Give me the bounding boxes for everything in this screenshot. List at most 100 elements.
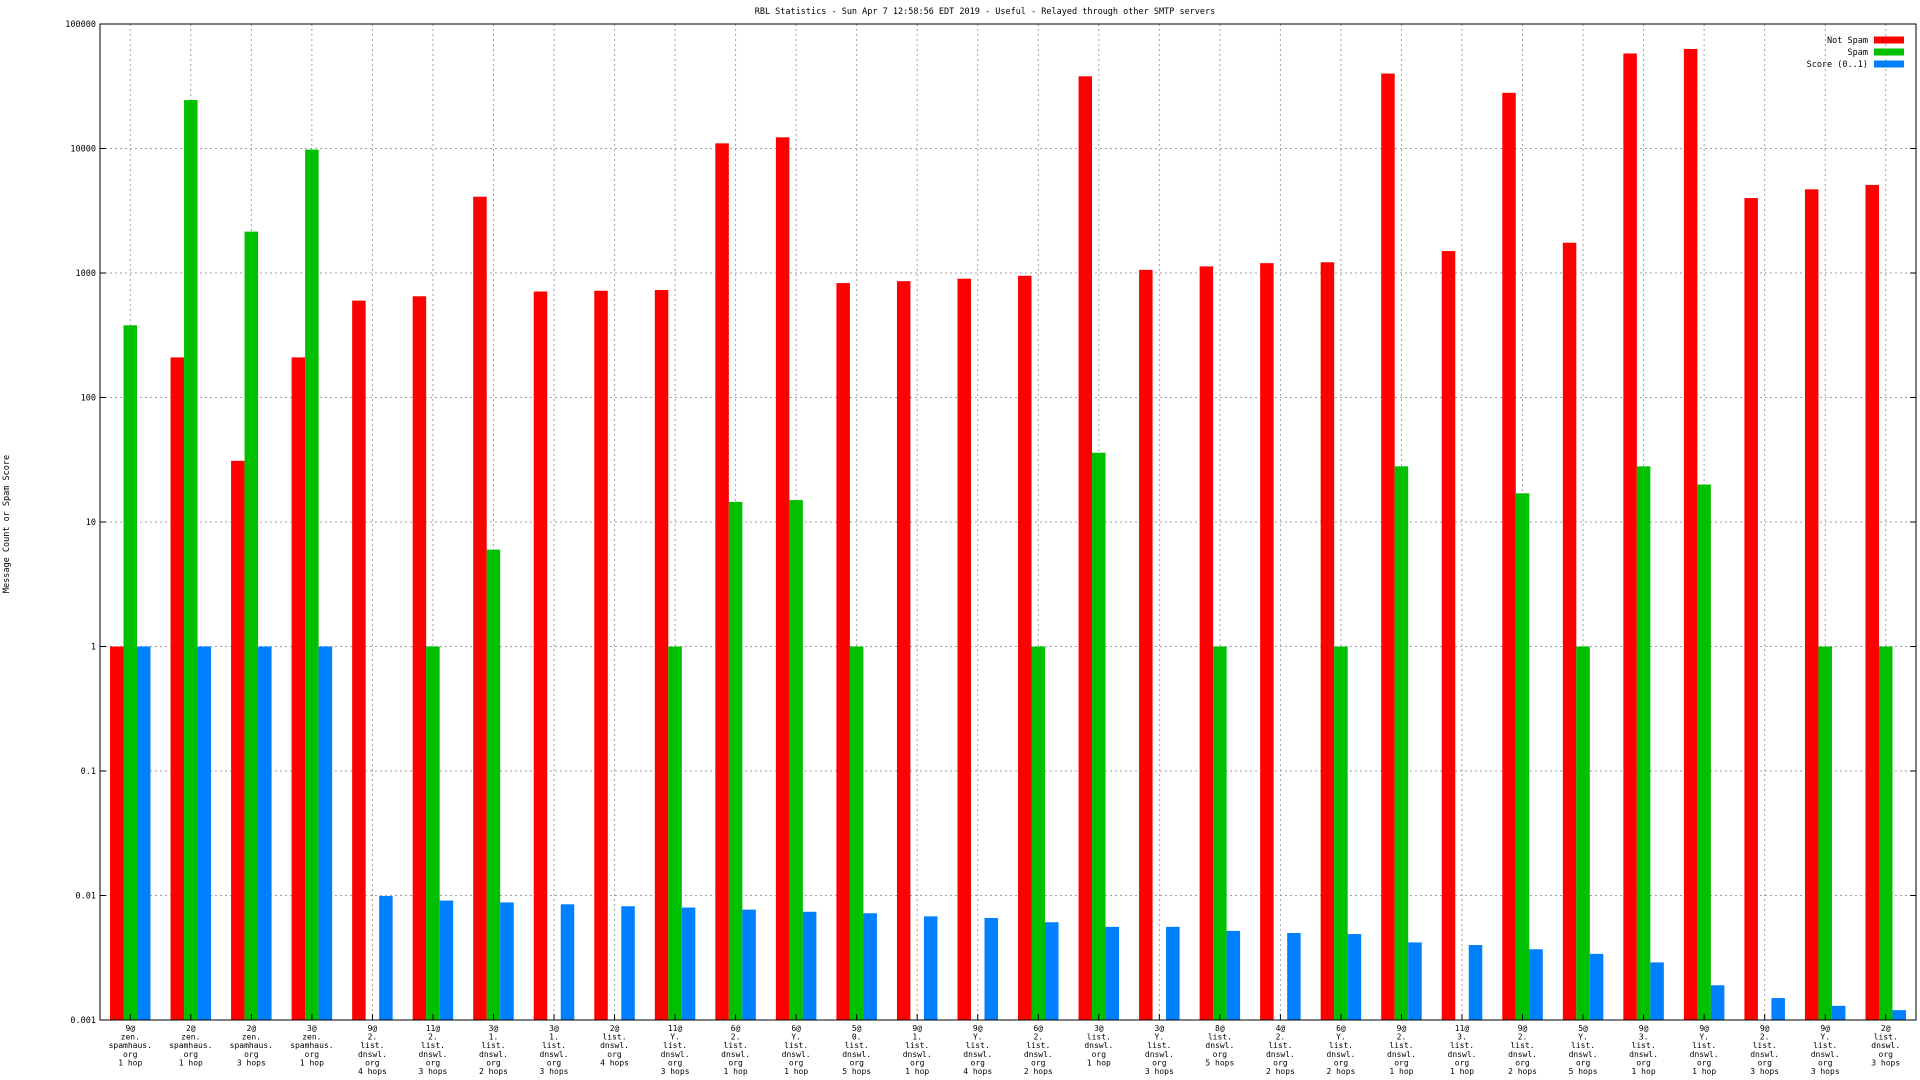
- bar-score-0-1: [923, 916, 938, 1020]
- x-tick-label: org: [1394, 1058, 1409, 1067]
- x-tick-label: Y.: [1699, 1033, 1709, 1042]
- x-tick-label: 1.: [489, 1033, 499, 1042]
- x-tick-label: org: [123, 1050, 138, 1059]
- bar-score-0-1: [1589, 953, 1604, 1020]
- x-tick-label: list.: [421, 1041, 445, 1050]
- x-tick-label: 9@: [1518, 1024, 1528, 1033]
- x-tick-label: 6@: [1033, 1024, 1043, 1033]
- x-tick-label: dnswl.: [903, 1050, 932, 1059]
- bar-not-spam: [110, 646, 124, 1020]
- y-tick-label: 10: [86, 518, 96, 528]
- x-tick-label: 1.: [549, 1033, 559, 1042]
- bar-spam: [668, 646, 682, 1020]
- bar-not-spam: [1078, 76, 1093, 1020]
- x-tick-label: Y.: [1820, 1033, 1830, 1042]
- x-tick-label: dnswl.: [358, 1050, 387, 1059]
- x-tick-label: dnswl.: [418, 1050, 447, 1059]
- y-axis-ticks: 0.001 0.01 0.1 1 10 100 1000 10000 100000: [65, 20, 1916, 1026]
- x-tick-label: 3 hops: [418, 1067, 447, 1076]
- x-tick-label: dnswl.: [1024, 1050, 1053, 1059]
- x-tick-label: 2 hops: [479, 1067, 508, 1076]
- x-tick-label: org: [1031, 1058, 1046, 1067]
- x-tick-label: dnswl.: [1387, 1050, 1416, 1059]
- bar-score-0-1: [439, 900, 454, 1020]
- x-tick-label: 1 hop: [1692, 1067, 1716, 1076]
- bar-not-spam: [715, 143, 729, 1020]
- x-tick-label: list.: [1632, 1041, 1656, 1050]
- x-tick-label: org: [365, 1058, 380, 1067]
- bar-score-0-1: [1892, 1010, 1906, 1020]
- x-tick-label: org: [1152, 1058, 1167, 1067]
- bar-score-0-1: [984, 917, 998, 1020]
- x-tick-label: list.: [1208, 1033, 1232, 1042]
- x-tick-label: org: [1879, 1050, 1894, 1059]
- x-tick-label: list.: [1813, 1041, 1837, 1050]
- bar-not-spam: [1865, 184, 1879, 1020]
- x-tick-label: org: [1455, 1058, 1470, 1067]
- x-tick-label: Y.: [1155, 1033, 1165, 1042]
- bar-score-0-1: [1166, 926, 1180, 1020]
- x-tick-label: 1 hop: [1632, 1067, 1656, 1076]
- bar-not-spam: [291, 357, 306, 1021]
- x-tick-label: 9@: [1820, 1024, 1830, 1033]
- x-tick-label: dnswl.: [963, 1050, 992, 1059]
- legend-label: Not Spam: [1827, 36, 1868, 46]
- bar-not-spam: [1744, 198, 1758, 1021]
- x-tick-label: dnswl.: [600, 1041, 629, 1050]
- x-tick-label: 4 hops: [358, 1067, 387, 1076]
- bar-score-0-1: [1287, 932, 1301, 1020]
- bar-spam: [728, 501, 743, 1021]
- x-tick-label: dnswl.: [1871, 1041, 1900, 1050]
- bar-not-spam: [1441, 251, 1456, 1020]
- x-tick-label: 5 hops: [842, 1067, 871, 1076]
- x-tick-label: 2 hops: [1326, 1067, 1355, 1076]
- x-tick-label: list.: [966, 1041, 990, 1050]
- x-tick-label: org: [1334, 1058, 1349, 1067]
- bar-score-0-1: [1226, 930, 1241, 1020]
- x-tick-label: org: [1576, 1058, 1591, 1067]
- x-tick-label: list.: [602, 1033, 626, 1042]
- x-tick-label: Y.: [1578, 1033, 1588, 1042]
- bar-spam: [426, 646, 440, 1020]
- x-tick-label: list.: [663, 1041, 687, 1050]
- x-tick-label: 4@: [1276, 1024, 1286, 1033]
- bar-score-0-1: [560, 904, 575, 1020]
- x-tick-label: spamhaus.: [290, 1041, 333, 1050]
- y-tick-label: 1000: [76, 269, 96, 279]
- x-tick-label: Y.: [973, 1033, 983, 1042]
- bar-spam: [123, 325, 138, 1020]
- legend-swatch: [1874, 36, 1904, 44]
- x-tick-label: dnswl.: [1084, 1041, 1113, 1050]
- x-tick-label: 1.: [912, 1033, 922, 1042]
- bar-spam: [1334, 646, 1348, 1020]
- x-tick-label: org: [305, 1050, 320, 1059]
- bar-not-spam: [775, 137, 790, 1020]
- x-tick-label: dnswl.: [1448, 1050, 1477, 1059]
- y-tick-label: 0.001: [70, 1016, 96, 1026]
- x-tick-label: list.: [784, 1041, 808, 1050]
- x-tick-label: 5@: [1578, 1024, 1588, 1033]
- x-tick-label: 9@: [1760, 1024, 1770, 1033]
- x-tick-label: spamhaus.: [230, 1041, 273, 1050]
- x-tick-label: org: [184, 1050, 199, 1059]
- bar-spam: [1031, 646, 1046, 1020]
- x-tick-label: 3.: [1639, 1033, 1649, 1042]
- x-tick-label: 2.: [1276, 1033, 1286, 1042]
- x-tick-label: 3 hops: [1145, 1067, 1174, 1076]
- bar-spam: [1213, 646, 1227, 1020]
- x-tick-label: zen.: [121, 1033, 140, 1042]
- bar-score-0-1: [863, 913, 877, 1020]
- x-tick-label: dnswl.: [1690, 1050, 1719, 1059]
- x-tick-label: org: [728, 1058, 743, 1067]
- legend-swatch: [1874, 48, 1904, 56]
- x-tick-label: dnswl.: [1508, 1050, 1537, 1059]
- bar-not-spam: [231, 460, 245, 1021]
- y-tick-label: 0.01: [76, 892, 96, 902]
- x-tick-label: org: [1818, 1058, 1833, 1067]
- bar-not-spam: [1260, 263, 1274, 1020]
- x-tick-label: 1 hop: [1389, 1067, 1413, 1076]
- bar-spam: [244, 231, 259, 1021]
- bar-spam: [1878, 646, 1893, 1020]
- x-tick-label: 11@: [1455, 1024, 1470, 1033]
- bar-not-spam: [1804, 189, 1819, 1020]
